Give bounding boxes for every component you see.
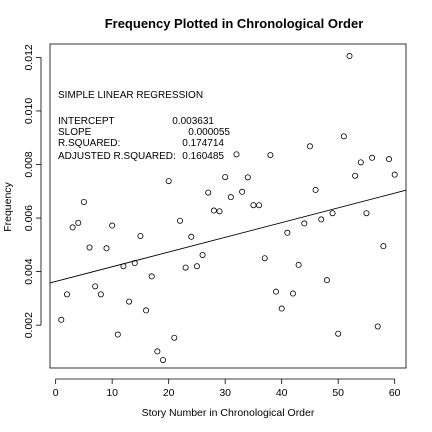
data-point — [381, 244, 386, 249]
annotation-value-intercept: 0.003631 — [172, 116, 214, 127]
annotation-value-slope: 0.000055 — [188, 127, 230, 138]
annotation-value-rsquared: 0.174714 — [182, 138, 224, 149]
data-point — [279, 306, 284, 311]
data-point — [234, 152, 239, 157]
data-point — [138, 233, 143, 238]
data-point — [228, 195, 233, 200]
data-point — [307, 144, 312, 149]
annotation-heading: SIMPLE LINEAR REGRESSION — [58, 90, 203, 101]
data-point — [59, 317, 64, 322]
data-point — [206, 190, 211, 195]
data-point — [358, 160, 363, 165]
y-tick-label: 0.002 — [23, 312, 35, 338]
x-tick-label: 40 — [276, 387, 288, 399]
regression-annotation: SIMPLE LINEAR REGRESSION INTERCEPT 0.003… — [58, 90, 230, 162]
data-point — [392, 172, 397, 177]
data-point — [386, 157, 391, 162]
data-point — [183, 265, 188, 270]
data-point — [285, 230, 290, 235]
data-point — [172, 335, 177, 340]
y-tick-label: 0.004 — [23, 258, 35, 284]
data-point — [319, 217, 324, 222]
data-point — [177, 218, 182, 223]
data-point — [121, 264, 126, 269]
data-point — [81, 199, 86, 204]
regression-line — [50, 190, 406, 283]
chart-title: Frequency Plotted in Chronological Order — [105, 16, 364, 31]
data-point — [98, 292, 103, 297]
y-tick-label: 0.008 — [23, 151, 35, 177]
data-point — [87, 245, 92, 250]
y-tick-label: 0.006 — [23, 205, 35, 231]
y-tick-label: 0.010 — [23, 98, 35, 124]
x-tick-label: 60 — [389, 387, 401, 399]
data-point — [200, 252, 205, 257]
data-point — [143, 308, 148, 313]
data-point — [211, 208, 216, 213]
regression-line-group — [50, 190, 406, 283]
data-point — [353, 173, 358, 178]
x-tick-label: 30 — [219, 387, 231, 399]
data-point — [336, 331, 341, 336]
x-tick-label: 0 — [53, 387, 59, 399]
data-point — [262, 256, 267, 261]
data-point — [149, 274, 154, 279]
x-tick-label: 50 — [332, 387, 344, 399]
data-point — [302, 221, 307, 226]
data-point — [70, 225, 75, 230]
x-tick-label: 10 — [106, 387, 118, 399]
annotation-label-adjusted-rsquared: ADJUSTED R.SQUARED: — [58, 151, 176, 162]
data-point — [194, 264, 199, 269]
x-tick-label: 20 — [163, 387, 175, 399]
annotation-label-slope: SLOPE — [58, 127, 92, 138]
y-axis-label: Frequency — [2, 181, 14, 231]
data-point — [155, 349, 160, 354]
x-axis: 0 10 20 30 40 50 60 — [53, 379, 401, 399]
data-point — [110, 223, 115, 228]
x-axis-label: Story Number in Chronological Order — [142, 407, 315, 419]
data-point — [341, 134, 346, 139]
data-point — [245, 175, 250, 180]
data-point — [256, 203, 261, 208]
data-point — [324, 278, 329, 283]
annotation-label-rsquared: R.SQUARED: — [58, 138, 120, 149]
data-point — [364, 211, 369, 216]
data-point — [104, 246, 109, 251]
data-point — [217, 209, 222, 214]
data-point — [166, 178, 171, 183]
data-point — [296, 262, 301, 267]
data-point — [93, 284, 98, 289]
data-point — [160, 357, 165, 362]
data-point — [330, 211, 335, 216]
data-point — [251, 203, 256, 208]
data-point — [369, 155, 374, 160]
data-point — [375, 324, 380, 329]
y-axis: 0.002 0.004 0.006 0.008 0.010 0.012 — [23, 44, 41, 338]
data-point — [347, 53, 352, 58]
data-point — [127, 299, 132, 304]
data-point — [64, 292, 69, 297]
annotation-value-adjusted-rsquared: 0.160485 — [182, 151, 224, 162]
data-point — [313, 187, 318, 192]
data-point — [115, 332, 120, 337]
data-point — [76, 220, 81, 225]
data-point — [273, 289, 278, 294]
data-point — [223, 174, 228, 179]
data-point — [189, 234, 194, 239]
y-tick-label: 0.012 — [23, 44, 35, 70]
data-point — [240, 189, 245, 194]
annotation-label-intercept: INTERCEPT — [58, 116, 115, 127]
data-point — [290, 291, 295, 296]
data-point — [268, 153, 273, 158]
